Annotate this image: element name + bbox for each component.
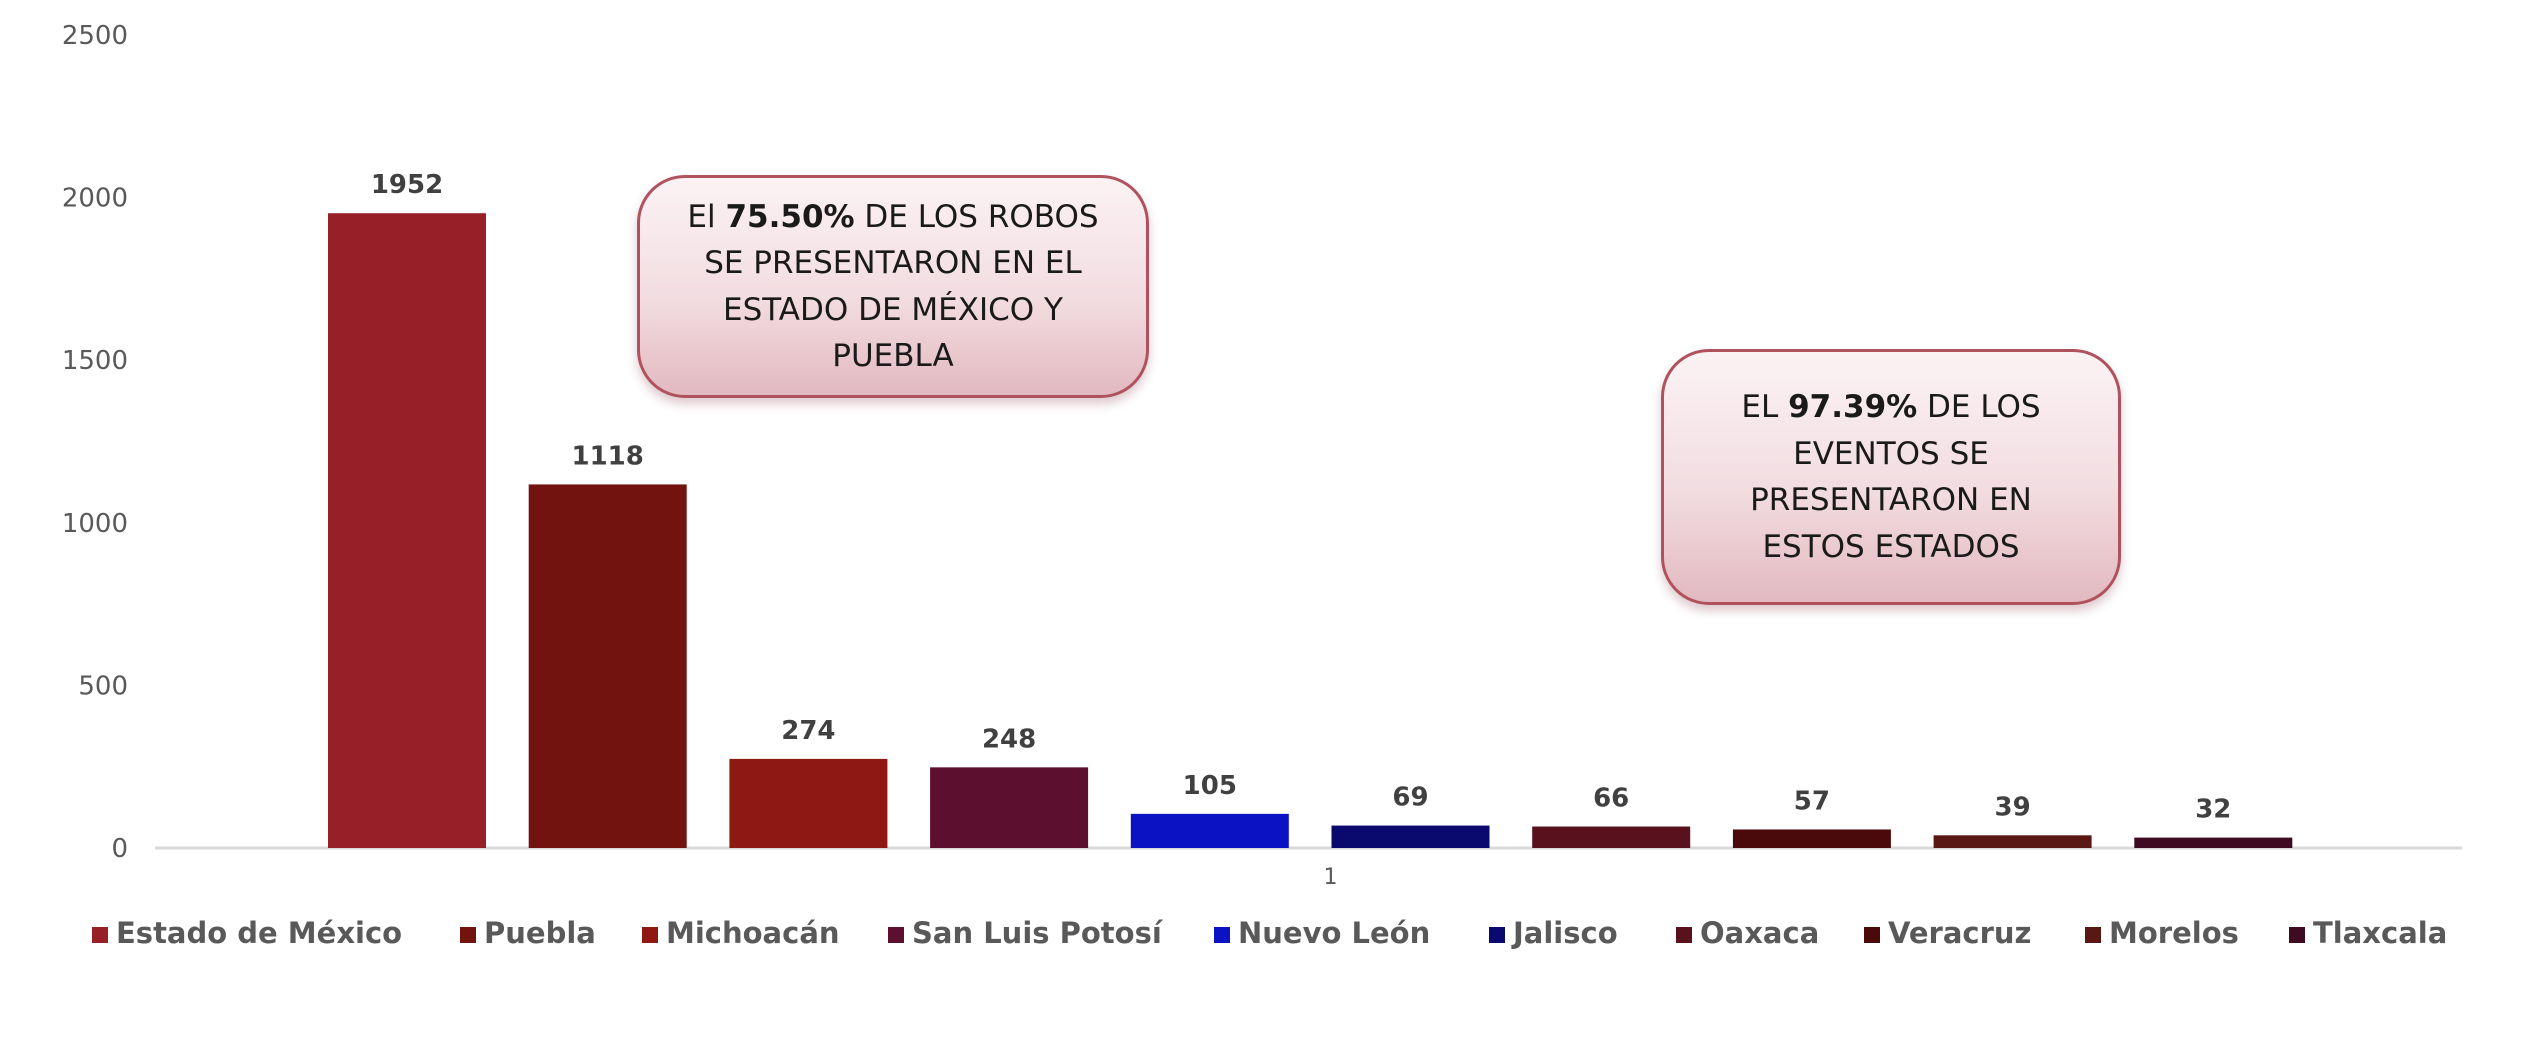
legend-label: Veracruz — [1888, 916, 2031, 950]
data-labels-group: 1952 1118 274 248 105 69 66 57 39 32 — [371, 170, 2232, 824]
bar — [2134, 837, 2293, 848]
callout-robbery-share: El 75.50% DE LOS ROBOS SE PRESENTARON EN… — [637, 175, 1149, 398]
bar — [1933, 835, 2092, 848]
bar — [930, 767, 1089, 848]
callout-1-prefix: El — [687, 198, 726, 235]
legend-label: San Luis Potosí — [912, 916, 1164, 950]
legend-label: Tlaxcala — [2313, 916, 2447, 950]
bar — [1130, 813, 1289, 848]
legend-item: Michoacán — [642, 916, 840, 950]
legend-label: Estado de México — [116, 916, 402, 950]
legend-label: Oaxaca — [1700, 916, 1819, 950]
y-tick-label: 500 — [78, 671, 128, 701]
callout-1-line4: PUEBLA — [832, 338, 954, 374]
callout-1-line3: ESTADO DE MÉXICO Y — [722, 291, 1063, 328]
legend-label: Puebla — [484, 916, 596, 950]
callout-1-suffix: DE LOS ROBOS — [854, 198, 1099, 235]
data-label: 57 — [1794, 786, 1830, 816]
legend-swatch — [642, 927, 658, 943]
data-label: 1952 — [371, 170, 443, 200]
legend-label: Jalisco — [1511, 916, 1618, 950]
callout-2-line4: ESTOS ESTADOS — [1762, 528, 2020, 565]
legend-item: Nuevo León — [1214, 916, 1430, 950]
data-label: 66 — [1593, 784, 1629, 814]
legend-item: Puebla — [460, 916, 596, 950]
legend-swatch — [1214, 927, 1230, 943]
data-label: 248 — [982, 724, 1036, 754]
data-label: 39 — [1995, 792, 2031, 822]
legend-item: Morelos — [2085, 916, 2239, 950]
legend-item: San Luis Potosí — [888, 916, 1164, 950]
legend-item: Veracruz — [1864, 916, 2031, 950]
callout-1-percentage: 75.50% — [725, 198, 855, 235]
bars-group — [328, 213, 2293, 848]
bar — [1532, 826, 1691, 848]
callout-2-line2: EVENTOS SE — [1793, 435, 1989, 472]
y-tick-label: 2500 — [62, 21, 128, 51]
legend-item: Estado de México — [92, 916, 402, 950]
bar — [729, 758, 888, 848]
legend: Estado de México Puebla Michoacán San Luis … — [92, 916, 2447, 950]
legend-label: Nuevo León — [1238, 916, 1430, 950]
y-tick-label: 0 — [111, 834, 128, 864]
legend-swatch — [2085, 927, 2101, 943]
y-tick-label: 1000 — [62, 509, 128, 539]
bar — [1331, 825, 1490, 848]
legend-swatch — [1864, 927, 1880, 943]
y-tick-label: 2000 — [62, 184, 128, 214]
bar — [328, 213, 486, 848]
legend-item: Jalisco — [1489, 916, 1618, 950]
legend-swatch — [2289, 927, 2305, 943]
y-tick-label: 1500 — [62, 346, 128, 376]
legend-swatch — [888, 927, 904, 943]
data-label: 32 — [2195, 795, 2231, 825]
x-category-label: 1 — [1324, 865, 1338, 890]
bar — [1732, 829, 1891, 848]
legend-label: Morelos — [2109, 916, 2239, 950]
callout-2-suffix: DE LOS — [1917, 389, 2041, 425]
callout-2-percentage: 97.39% — [1788, 389, 1918, 425]
legend-item: Oaxaca — [1676, 916, 1819, 950]
callout-2-line3: PRESENTARON EN — [1750, 482, 2032, 518]
y-axis-ticks: 0 500 1000 1500 2000 2500 — [62, 21, 128, 864]
legend-item: Tlaxcala — [2289, 916, 2447, 950]
callout-events-share: EL 97.39% DE LOS EVENTOS SE PRESENTARON … — [1661, 349, 2121, 605]
bar — [528, 484, 687, 848]
data-label: 69 — [1392, 783, 1428, 813]
callout-1-line2: SE PRESENTARON EN EL — [704, 245, 1082, 281]
legend-swatch — [1489, 927, 1505, 943]
legend-swatch — [1676, 927, 1692, 943]
legend-swatch — [460, 927, 476, 943]
data-label: 105 — [1183, 771, 1237, 801]
data-label: 1118 — [572, 441, 644, 471]
legend-label: Michoacán — [666, 916, 840, 950]
data-label: 274 — [781, 716, 835, 746]
callout-2-prefix: EL — [1741, 389, 1789, 425]
legend-swatch — [92, 927, 108, 943]
